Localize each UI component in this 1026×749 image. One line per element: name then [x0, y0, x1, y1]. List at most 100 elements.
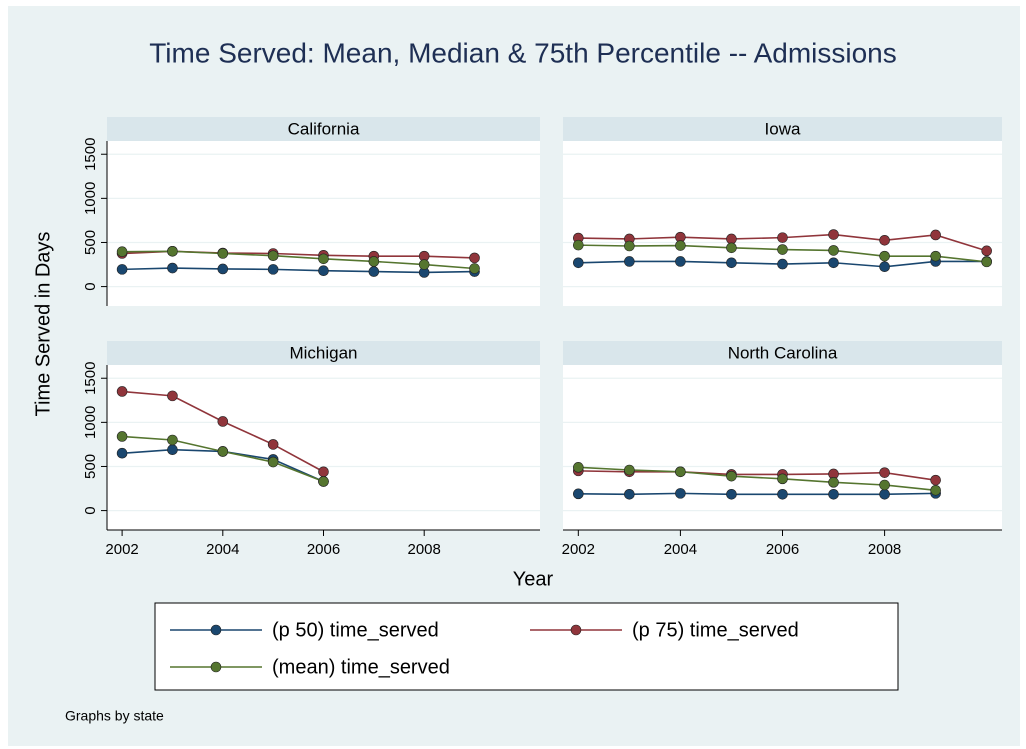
y-tick-label: 1500 [82, 138, 99, 171]
plot-area [107, 141, 540, 306]
marker [267, 439, 279, 450]
marker [879, 234, 890, 246]
marker [167, 434, 178, 446]
panel-strip [107, 117, 540, 141]
marker [675, 488, 686, 499]
marker [469, 252, 480, 264]
marker [879, 488, 890, 500]
legend-box [154, 602, 899, 691]
marker [726, 488, 737, 500]
marker [116, 447, 128, 459]
panel-title: Iowa [765, 119, 801, 138]
marker [726, 242, 737, 254]
y-tick-label: 0 [82, 282, 99, 290]
x-tick-label: 2008 [868, 541, 901, 558]
marker [167, 444, 178, 456]
legend-marker [570, 624, 582, 636]
marker [418, 259, 430, 270]
marker [675, 256, 686, 267]
marker [726, 233, 737, 245]
marker [167, 390, 178, 402]
marker [879, 467, 890, 478]
y-tick-label: 0 [82, 506, 99, 514]
panel-strip [563, 117, 1002, 141]
marker [675, 466, 686, 478]
panel-title: North Carolina [728, 343, 838, 362]
marker [777, 258, 788, 270]
plot-area [107, 365, 540, 530]
legend-marker [210, 624, 222, 636]
marker [368, 256, 380, 267]
marker [267, 264, 279, 275]
marker [828, 257, 839, 269]
panel-strip [563, 341, 1002, 365]
marker [116, 246, 128, 258]
marker [624, 256, 635, 267]
note: Graphs by state [65, 708, 164, 724]
marker [116, 386, 128, 397]
x-tick-label: 2002 [562, 541, 595, 558]
marker [217, 263, 229, 275]
marker [777, 488, 788, 500]
marker [981, 256, 992, 268]
marker [167, 245, 178, 257]
plot-area [563, 141, 1002, 306]
panel-title: Michigan [289, 343, 357, 362]
marker [777, 473, 788, 485]
marker [879, 261, 890, 273]
marker [828, 477, 839, 488]
y-axis-label: Time Served in Days [32, 232, 54, 417]
legend-label: (p 75) time_served [632, 619, 799, 641]
marker [828, 245, 839, 256]
series-line [578, 492, 936, 496]
legend-marker [210, 661, 222, 673]
marker [267, 456, 279, 468]
marker [675, 240, 686, 251]
marker [318, 476, 329, 487]
y-tick-label: 500 [82, 230, 99, 255]
marker [777, 244, 788, 255]
series-line [578, 466, 936, 492]
legend-label: (p 50) time_served [272, 619, 439, 641]
legend-label: (mean) time_served [272, 656, 450, 678]
marker [930, 250, 941, 262]
series-line [122, 267, 475, 274]
marker [217, 248, 229, 259]
marker [930, 229, 941, 241]
x-tick-label: 2008 [408, 541, 441, 558]
marker [930, 474, 941, 486]
x-tick-label: 2004 [206, 541, 239, 558]
marker [879, 479, 890, 491]
marker [573, 462, 584, 473]
y-tick-label: 1500 [82, 362, 99, 395]
marker [726, 470, 737, 482]
x-tick-label: 2004 [664, 541, 697, 558]
panel-title: California [288, 119, 360, 138]
marker [116, 264, 128, 275]
marker [930, 484, 941, 496]
series-line [578, 470, 936, 481]
marker [726, 257, 737, 269]
marker [828, 488, 839, 500]
marker [573, 257, 584, 269]
marker [368, 266, 380, 277]
marker [981, 245, 992, 257]
marker [777, 232, 788, 243]
marker [167, 262, 178, 274]
marker [828, 229, 839, 240]
series-line [122, 250, 475, 270]
marker [469, 263, 480, 274]
marker [624, 240, 635, 252]
marker [624, 464, 635, 476]
x-tick-label: 2006 [766, 541, 799, 558]
y-tick-label: 500 [82, 454, 99, 479]
marker [318, 265, 329, 277]
marker [116, 431, 128, 442]
marker [217, 416, 229, 427]
y-tick-label: 1000 [82, 406, 99, 439]
x-tick-label: 2002 [105, 541, 138, 558]
panel-strip [107, 341, 540, 365]
marker [267, 250, 279, 262]
marker [318, 466, 329, 478]
x-axis-label: Year [513, 568, 554, 590]
